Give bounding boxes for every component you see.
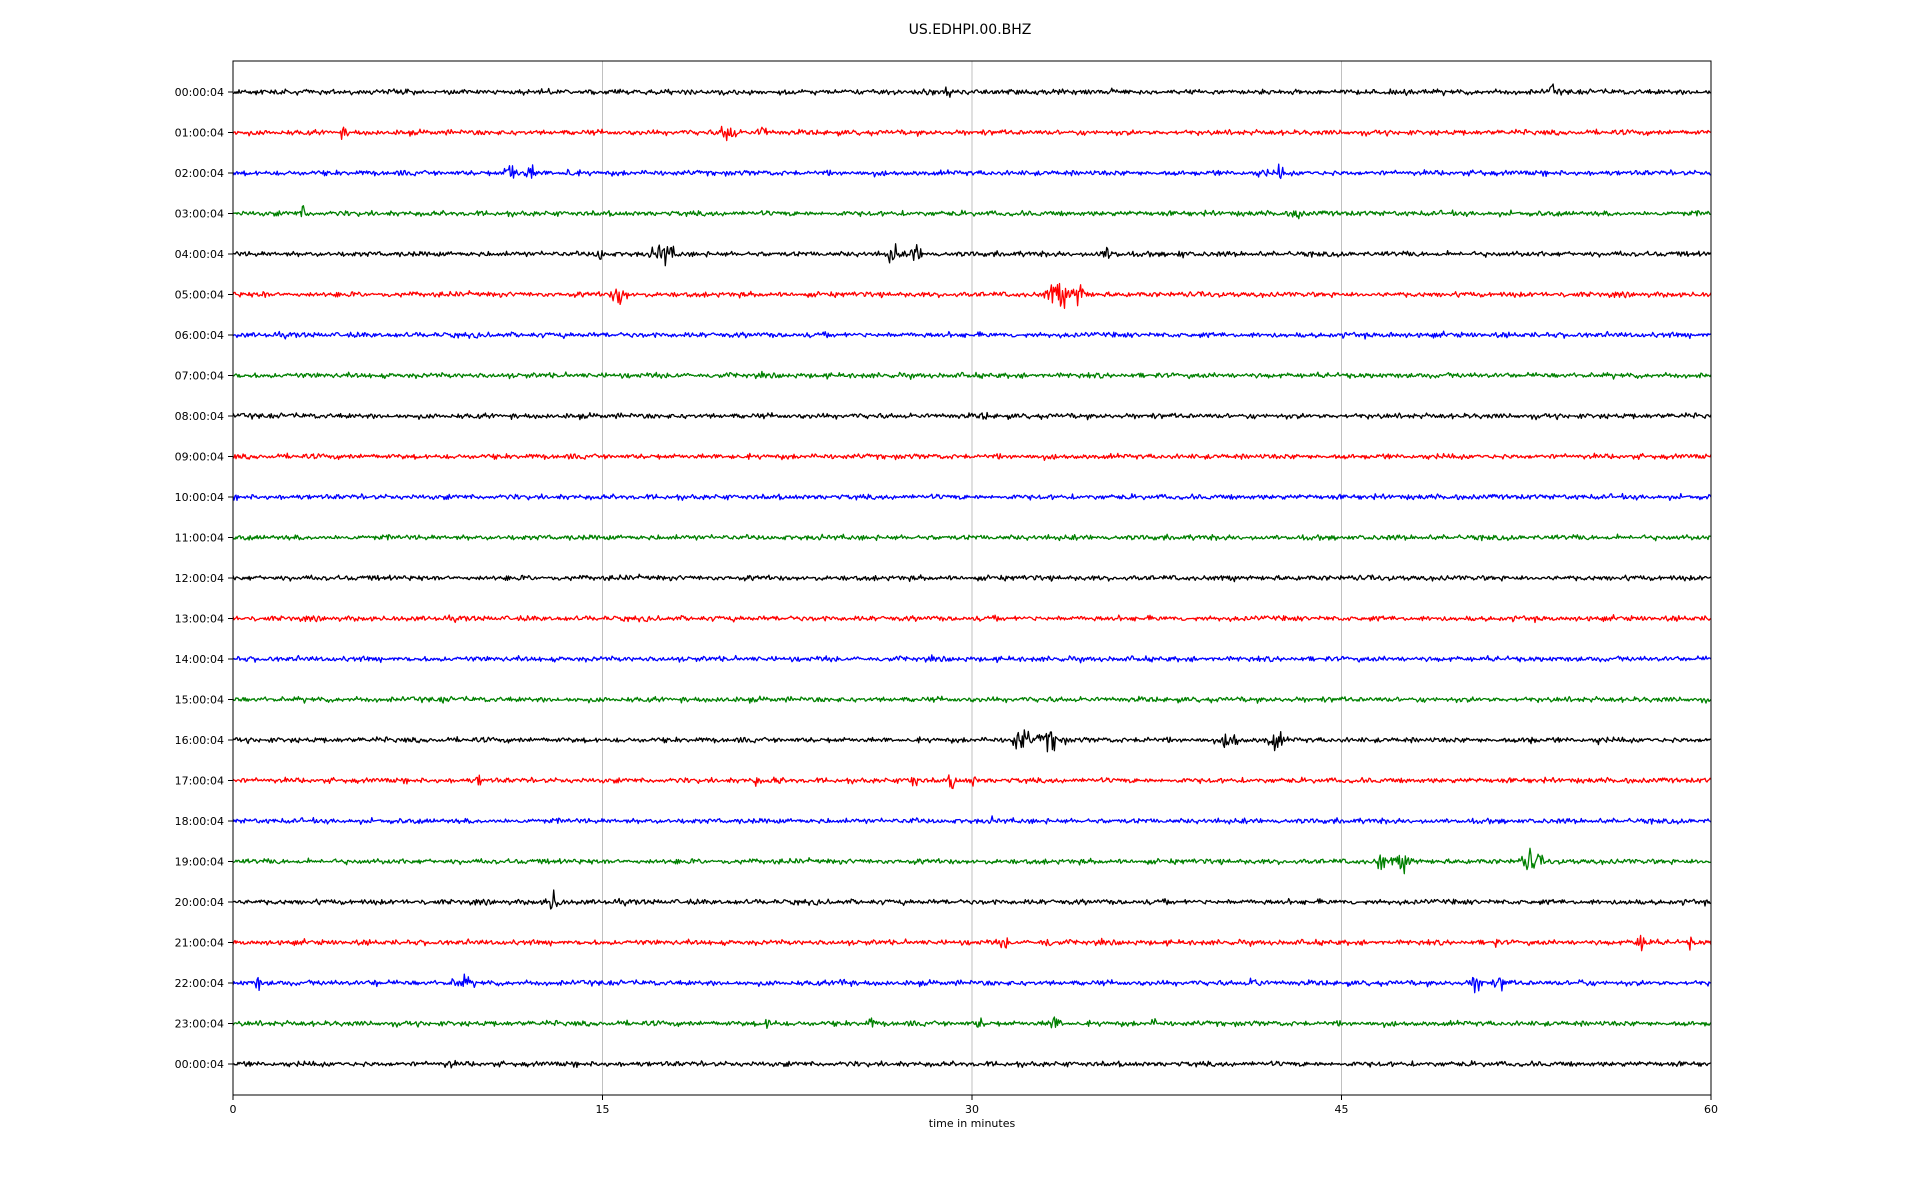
x-axis-title: time in minutes [929, 1117, 1016, 1130]
row-time-label: 20:00:04 [175, 896, 224, 909]
row-time-label: 04:00:04 [175, 248, 224, 261]
trace-line [232, 973, 1712, 994]
row-time-label: 01:00:04 [175, 127, 224, 140]
row-time-label: 09:00:04 [175, 451, 224, 464]
row-time-label: 12:00:04 [175, 572, 224, 585]
trace-line [232, 533, 1712, 542]
row-time-label: 22:00:04 [175, 977, 224, 990]
row-time-label: 08:00:04 [175, 410, 224, 423]
row-time-label: 11:00:04 [175, 532, 224, 545]
trace-line [232, 695, 1712, 704]
trace-line [232, 125, 1712, 142]
row-time-label: 13:00:04 [175, 613, 224, 626]
row-time-label: 07:00:04 [175, 370, 224, 383]
row-time-label: 14:00:04 [175, 653, 224, 666]
trace-line [232, 654, 1712, 664]
trace-line [232, 205, 1712, 220]
trace-line [232, 492, 1712, 502]
chart-title: US.EDHPI.00.BHZ [908, 22, 1032, 38]
trace-line [232, 1059, 1712, 1069]
row-time-label: 02:00:04 [175, 167, 224, 180]
row-time-label: 00:00:04 [175, 1058, 224, 1071]
trace-line [232, 243, 1712, 267]
x-tick-label: 30 [965, 1103, 979, 1116]
row-time-label: 21:00:04 [175, 937, 224, 950]
trace-line [233, 83, 1712, 98]
trace-line [232, 934, 1712, 952]
trace-line [232, 889, 1712, 910]
trace-line [232, 729, 1712, 753]
x-tick-label: 60 [1704, 1103, 1718, 1116]
trace-line [232, 411, 1712, 421]
row-time-labels: 00:00:04 01:00:04 02:00:04 03:00:04 04:00:04… [175, 86, 233, 1071]
row-time-label: 15:00:04 [175, 694, 224, 707]
trace-line [232, 163, 1712, 180]
x-tick-label: 0 [230, 1103, 237, 1116]
trace-line [232, 847, 1712, 875]
trace-layer [232, 83, 1712, 1069]
row-time-label: 06:00:04 [175, 329, 224, 342]
row-time-label: 10:00:04 [175, 491, 224, 504]
x-tick-label: 15 [596, 1103, 610, 1116]
x-tick-label: 45 [1335, 1103, 1349, 1116]
row-time-label: 03:00:04 [175, 208, 224, 221]
row-time-label: 18:00:04 [175, 815, 224, 828]
trace-line [232, 452, 1712, 462]
trace-line [232, 282, 1712, 309]
row-time-label: 23:00:04 [175, 1018, 224, 1031]
trace-line [232, 573, 1712, 583]
row-time-label: 05:00:04 [175, 289, 224, 302]
x-axis-ticks: 0 15 30 45 60 [230, 1095, 1718, 1116]
trace-line [232, 370, 1712, 380]
trace-line [232, 1016, 1712, 1029]
trace-line [232, 774, 1712, 790]
trace-line [232, 330, 1712, 340]
row-time-label: 19:00:04 [175, 856, 224, 869]
row-time-label: 17:00:04 [175, 775, 224, 788]
trace-line [232, 614, 1712, 624]
trace-line [232, 815, 1712, 825]
row-time-label: 16:00:04 [175, 734, 224, 747]
row-time-label: 00:00:04 [175, 86, 224, 99]
